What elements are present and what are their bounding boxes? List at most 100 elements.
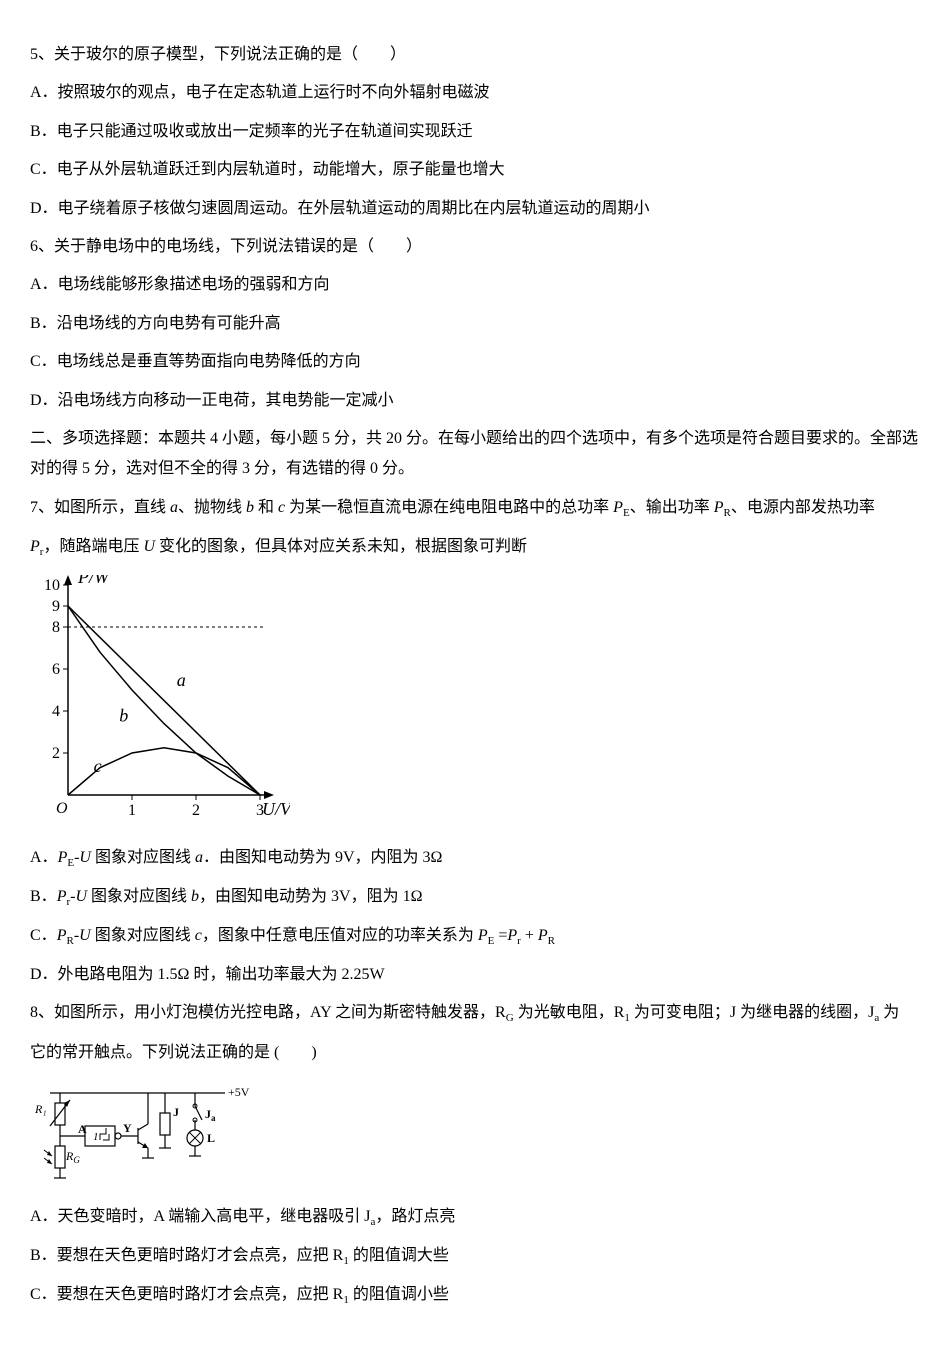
q7-var: b xyxy=(191,888,199,905)
q5-option-a: A．按照玻尔的观点，电子在定态轨道上运行时不向外辐射电磁波 xyxy=(30,78,920,108)
q7-option-c: C．PR-U 图象对应图线 c，图象中任意电压值对应的功率关系为 PE =Pr … xyxy=(30,921,920,952)
q8-stem-text: 8、如图所示，用小灯泡模仿光控电路，AY 之间为斯密特触发器，R xyxy=(30,1004,506,1021)
q7-var: P xyxy=(58,849,68,866)
q5-option-d: D．电子绕着原子核做匀速圆周运动。在外层轨道运动的周期比在内层轨道运动的周期小 xyxy=(30,194,920,224)
q7-option-b: B．Pr-U 图象对应图线 b，由图知电动势为 3V，阻为 1Ω xyxy=(30,882,920,913)
opt-text: 的阻值调小些 xyxy=(349,1286,449,1303)
q7-var-b: b xyxy=(246,499,254,516)
opt-text: + xyxy=(521,927,538,944)
svg-text:6: 6 xyxy=(52,661,60,678)
power-voltage-chart: 1232468910OP/WU/Vabc xyxy=(30,575,290,825)
q7-var: U xyxy=(79,927,91,944)
opt-text: 图象对应图线 xyxy=(91,927,195,944)
q8-stem-text: 为 xyxy=(879,1004,899,1021)
q7-stem-text: 、电源内部发热功率 xyxy=(731,499,875,516)
svg-text:4: 4 xyxy=(52,703,60,720)
q7-var: P xyxy=(507,927,517,944)
q6-option-c: C．电场线总是垂直等势面指向电势降低的方向 xyxy=(30,347,920,377)
q7-stem-line2: Pr，随路端电压 U 变化的图象，但具体对应关系未知，根据图象可判断 xyxy=(30,532,920,563)
q5-option-c: C．电子从外层轨道跃迁到内层轨道时，动能增大，原子能量也增大 xyxy=(30,155,920,185)
svg-text:Y: Y xyxy=(123,1121,132,1135)
q8-option-a: A．天色变暗时，A 端输入高电平，继电器吸引 Ja，路灯点亮 xyxy=(30,1202,920,1233)
q6-stem: 6、关于静电场中的电场线，下列说法错误的是（ ） xyxy=(30,232,920,262)
svg-text:c: c xyxy=(94,756,102,776)
svg-text:A: A xyxy=(78,1122,87,1136)
svg-text:9: 9 xyxy=(52,598,60,615)
opt-text: ，路灯点亮 xyxy=(375,1208,455,1225)
q7-option-d: D．外电路电阻为 1.5Ω 时，输出功率最大为 2.25W xyxy=(30,960,920,990)
svg-text:a: a xyxy=(177,670,186,690)
opt-text: ，图象中任意电压值对应的功率关系为 xyxy=(202,927,478,944)
q7-var-a: a xyxy=(170,499,178,516)
q7-var: U xyxy=(79,849,91,866)
svg-text:L: L xyxy=(207,1131,215,1145)
opt-label: A． xyxy=(30,849,58,866)
svg-text:Ja: Ja xyxy=(205,1107,216,1123)
q8-stem-text: 为可变电阻；J 为继电器的线圈，J xyxy=(630,1004,874,1021)
section-2-header: 二、多项选择题：本题共 4 小题，每小题 5 分，共 20 分。在每小题给出的四… xyxy=(30,424,920,485)
q8-stem-text: 为光敏电阻，R xyxy=(514,1004,625,1021)
q7-chart: 1232468910OP/WU/Vabc xyxy=(30,575,920,825)
q7-option-a: A．PE-U 图象对应图线 a．由图知电动势为 9V，内阻为 3Ω xyxy=(30,843,920,874)
opt-text: C．要想在天色更暗时路灯才会点亮，应把 R xyxy=(30,1286,343,1303)
q5-option-b: B．电子只能通过吸收或放出一定频率的光子在轨道间实现跃迁 xyxy=(30,117,920,147)
opt-text: 的阻值调大些 xyxy=(349,1247,449,1264)
q7-var-Pr: P xyxy=(30,538,40,555)
q7-sub-E: E xyxy=(623,507,630,519)
opt-label: C． xyxy=(30,927,57,944)
q7-var-PE: P xyxy=(613,499,623,516)
q8-stem-line2: 它的常开触点。下列说法正确的是 ( ) xyxy=(30,1038,920,1068)
q7-var: c xyxy=(195,927,202,944)
q7-sub-R: R xyxy=(723,507,730,519)
q7-stem-text: 、输出功率 xyxy=(630,499,714,516)
q6-option-b: B．沿电场线的方向电势有可能升高 xyxy=(30,309,920,339)
q7-var: P xyxy=(538,927,548,944)
q7-var: P xyxy=(478,927,488,944)
opt-text: ．由图知电动势为 9V，内阻为 3Ω xyxy=(203,849,442,866)
svg-text:2: 2 xyxy=(52,745,60,762)
q7-var-U: U xyxy=(143,538,155,555)
q6-option-d: D．沿电场线方向移动一正电荷，其电势能一定减小 xyxy=(30,386,920,416)
q7-var: U xyxy=(75,888,87,905)
opt-label: B． xyxy=(30,888,57,905)
light-control-circuit: +5V R₁ A RG 1 Y J Ja L xyxy=(30,1078,260,1188)
q7-stem-text: 和 xyxy=(254,499,278,516)
opt-text: B．要想在天色更暗时路灯才会点亮，应把 R xyxy=(30,1247,343,1264)
opt-text: A．天色变暗时，A 端输入高电平，继电器吸引 J xyxy=(30,1208,370,1225)
q6-option-a: A．电场线能够形象描述电场的强弱和方向 xyxy=(30,270,920,300)
q8-circuit: +5V R₁ A RG 1 Y J Ja L xyxy=(30,1078,920,1188)
q7-var: a xyxy=(195,849,203,866)
q7-stem-text: 变化的图象，但具体对应关系未知，根据图象可判断 xyxy=(155,538,527,555)
svg-text:U/V: U/V xyxy=(262,799,290,819)
svg-text:10: 10 xyxy=(44,577,60,594)
q7-stem-text: 、抛物线 xyxy=(178,499,246,516)
svg-text:2: 2 xyxy=(192,802,200,819)
q7-stem-text: ，随路端电压 xyxy=(43,538,143,555)
q7-stem-text: 7、如图所示，直线 xyxy=(30,499,170,516)
svg-text:P/W: P/W xyxy=(77,575,111,587)
svg-text:1: 1 xyxy=(93,1131,99,1143)
svg-text:+5V: +5V xyxy=(228,1085,250,1099)
q7-sub: R xyxy=(548,935,555,947)
svg-text:b: b xyxy=(119,705,128,725)
opt-text: = xyxy=(494,927,507,944)
svg-text:1: 1 xyxy=(128,802,136,819)
q7-var: P xyxy=(57,927,67,944)
q7-sub: R xyxy=(66,935,73,947)
svg-text:J: J xyxy=(173,1105,179,1119)
q8-stem-line1: 8、如图所示，用小灯泡模仿光控电路，AY 之间为斯密特触发器，RG 为光敏电阻，… xyxy=(30,998,920,1029)
q5-stem: 5、关于玻尔的原子模型，下列说法正确的是（ ） xyxy=(30,40,920,70)
q8-option-b: B．要想在天色更暗时路灯才会点亮，应把 R1 的阻值调大些 xyxy=(30,1241,920,1272)
opt-text: 图象对应图线 xyxy=(91,849,195,866)
svg-text:RG: RG xyxy=(65,1149,80,1165)
q7-var: P xyxy=(57,888,67,905)
svg-text:8: 8 xyxy=(52,619,60,636)
q7-stem-text: 为某一稳恒直流电源在纯电阻电路中的总功率 xyxy=(285,499,613,516)
svg-text:O: O xyxy=(56,800,68,817)
svg-text:R₁: R₁ xyxy=(34,1102,47,1116)
q8-option-c: C．要想在天色更暗时路灯才会点亮，应把 R1 的阻值调小些 xyxy=(30,1280,920,1311)
opt-text: 图象对应图线 xyxy=(87,888,191,905)
opt-text: ，由图知电动势为 3V，阻为 1Ω xyxy=(199,888,422,905)
q8-sub: G xyxy=(506,1013,514,1025)
q7-stem-line1: 7、如图所示，直线 a、抛物线 b 和 c 为某一稳恒直流电源在纯电阻电路中的总… xyxy=(30,493,920,524)
